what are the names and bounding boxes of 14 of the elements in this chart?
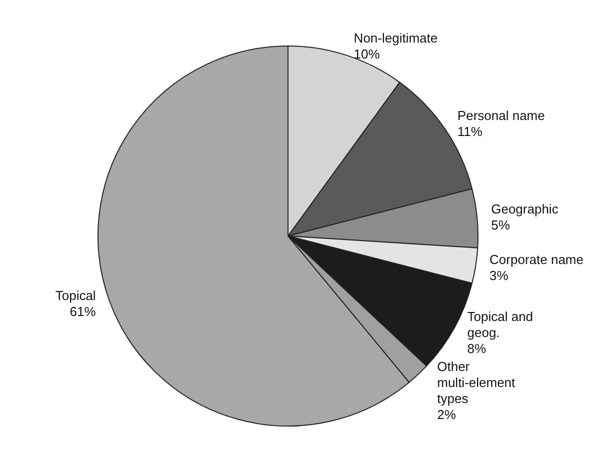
slice-label: Corporate name: [490, 252, 584, 267]
data-label: 2%: [437, 407, 456, 422]
data-label: 5%: [491, 218, 510, 233]
slice-label: Geographic: [491, 202, 559, 217]
data-label: 61%: [70, 304, 96, 320]
slice-label: Non-legitimate: [354, 30, 438, 46]
slice-label: Topical: [55, 288, 96, 304]
slice-label: Other multi-element types: [437, 359, 519, 406]
data-label: 10%: [354, 46, 380, 62]
data-label: 8%: [467, 340, 486, 356]
slice-label: Topical and geog.: [467, 308, 537, 340]
data-label: 3%: [490, 268, 509, 283]
slice-label: Personal name: [457, 108, 545, 124]
data-label: 11%: [457, 124, 483, 140]
